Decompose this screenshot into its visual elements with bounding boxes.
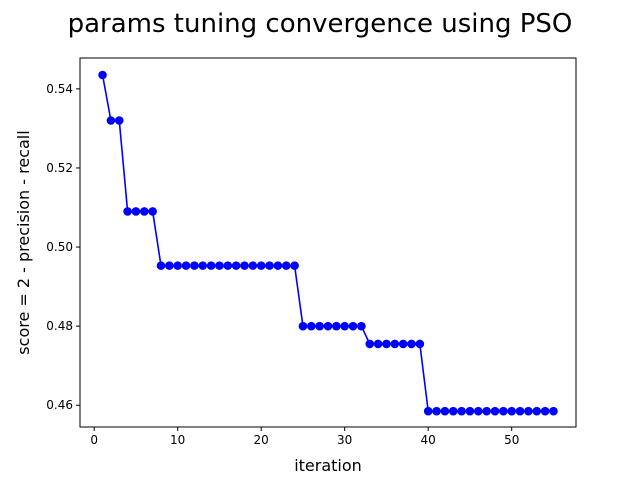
data-point	[139, 207, 149, 216]
data-point	[106, 116, 116, 125]
data-point	[524, 406, 533, 416]
data-point	[114, 116, 124, 125]
data-point	[398, 339, 408, 349]
data-point	[515, 406, 525, 416]
y-tick-label: 0.52	[46, 161, 73, 175]
y-tick-label: 0.46	[46, 398, 73, 412]
data-point	[290, 261, 299, 270]
data-point	[373, 339, 383, 349]
y-tick-label: 0.54	[46, 82, 73, 96]
x-tick-label: 30	[337, 433, 352, 447]
data-point	[457, 406, 466, 416]
data-point	[532, 406, 542, 416]
x-axis-label: iteration	[294, 456, 362, 475]
data-point	[348, 321, 358, 331]
data-point	[240, 261, 249, 270]
data-point	[131, 207, 141, 216]
data-point	[382, 339, 391, 349]
plot-area	[79, 57, 577, 428]
data-point	[507, 406, 517, 416]
x-tick-label: 20	[254, 433, 269, 447]
data-point	[265, 261, 274, 270]
x-tick-label: 50	[504, 433, 519, 447]
y-tick-label: 0.48	[46, 319, 73, 333]
data-point	[190, 261, 199, 270]
data-point	[298, 321, 308, 331]
plot-frame	[79, 57, 577, 428]
x-axis-ticks: 0 10 20 30 40 50	[90, 427, 519, 447]
y-tick-label: 0.50	[46, 240, 73, 254]
data-point	[273, 261, 283, 270]
data-point	[357, 321, 366, 331]
data-point	[440, 406, 450, 416]
data-point	[231, 261, 241, 270]
data-point	[215, 261, 224, 270]
data-point	[165, 261, 174, 270]
data-point	[415, 339, 425, 349]
data-point	[198, 261, 208, 270]
data-point	[540, 406, 550, 416]
data-point	[423, 406, 433, 416]
data-point	[206, 261, 216, 270]
data-point	[323, 321, 333, 331]
data-point	[490, 406, 500, 416]
data-point	[474, 406, 483, 416]
data-point	[248, 261, 258, 270]
data-point	[156, 261, 166, 270]
data-point	[448, 406, 458, 416]
x-tick-label: 10	[170, 433, 185, 447]
data-point	[482, 406, 491, 416]
data-point	[315, 321, 324, 331]
data-point	[407, 339, 416, 349]
x-tick-label: 0	[90, 433, 98, 447]
x-tick-label: 40	[421, 433, 436, 447]
data-point	[173, 261, 182, 270]
data-point	[549, 406, 558, 416]
data-point	[98, 70, 107, 80]
data-point	[256, 261, 266, 270]
data-point	[123, 207, 132, 216]
series-group	[98, 70, 558, 416]
data-point	[181, 261, 191, 270]
chart-title: params tuning convergence using PSO	[68, 9, 573, 39]
data-point	[432, 406, 441, 416]
data-point	[365, 339, 375, 349]
data-point	[148, 207, 157, 216]
data-point	[499, 406, 508, 416]
data-point	[390, 339, 400, 349]
data-point	[332, 321, 341, 331]
data-point	[340, 321, 350, 331]
data-point	[465, 406, 475, 416]
data-point	[306, 321, 316, 331]
data-point	[281, 261, 291, 270]
y-axis-ticks: 0.46 0.48 0.50 0.52 0.54	[46, 82, 80, 412]
data-point	[223, 261, 233, 270]
y-axis-label: score = 2 - precision - recall	[14, 130, 33, 354]
